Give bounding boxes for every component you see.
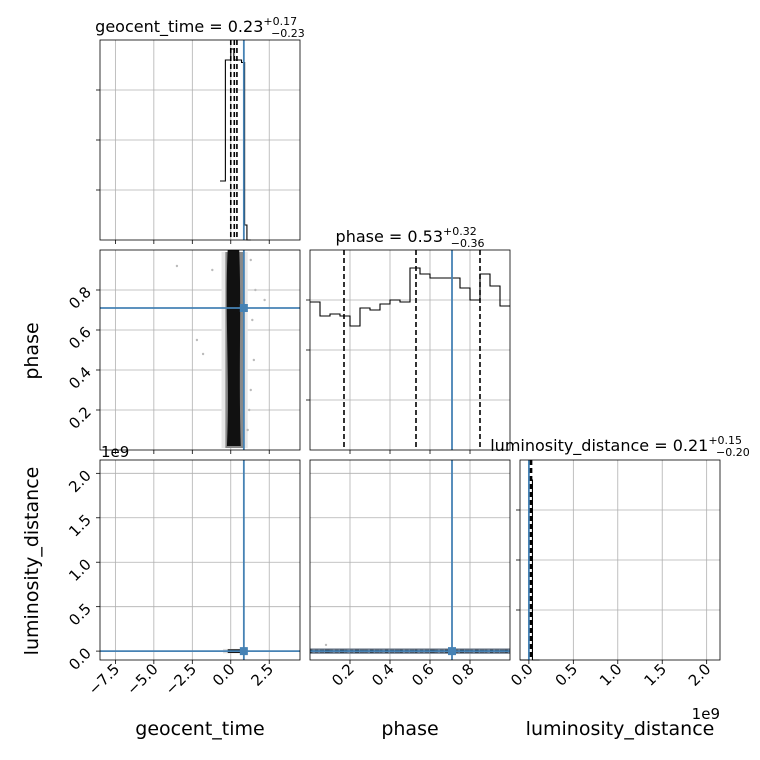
xtick-phase: 0.8	[448, 660, 478, 690]
xtick-luminosity-distance: 0.5	[552, 660, 582, 690]
panel-frame	[309, 459, 511, 661]
title-geocent-time: geocent_time = 0.23+0.17 −0.23	[95, 15, 305, 40]
sample-point	[249, 258, 252, 262]
ytick-luminosity-distance: 0.5	[65, 600, 95, 630]
density-regions	[175, 250, 510, 654]
truth-marker	[239, 304, 248, 312]
xtick-phase: 0.2	[328, 660, 358, 690]
ylabel-luminosity-distance: luminosity_distance	[21, 467, 43, 656]
sample-point	[254, 288, 257, 292]
panel-frames	[96, 39, 721, 664]
ytick-phase: 0.6	[65, 323, 95, 353]
sample-point	[324, 643, 328, 647]
xtick-phase: 0.4	[368, 660, 398, 690]
sample-point	[249, 388, 252, 392]
xlabel-phase: phase	[381, 718, 438, 740]
sample-point	[263, 298, 266, 302]
sample-point	[195, 338, 199, 342]
ytick-phase: 0.2	[65, 403, 95, 433]
xtick-luminosity-distance: 2.0	[685, 660, 715, 690]
hist-phase	[310, 267, 510, 327]
title-luminosity-distance: luminosity_distance = 0.21+0.15 −0.20	[490, 434, 750, 459]
xtick-phase: 0.6	[408, 660, 438, 690]
truth-lines	[100, 40, 530, 660]
xlabel-luminosity-distance: luminosity_distance	[526, 718, 715, 740]
xtick-geocent-time: 2.5	[247, 660, 277, 690]
grid-lines	[100, 40, 720, 660]
ylabel-phase: phase	[21, 322, 43, 379]
sample-point	[175, 264, 179, 268]
xtick-luminosity-distance: 0.0	[507, 660, 537, 690]
ytick-luminosity-distance: 2.0	[65, 466, 95, 496]
sample-point	[252, 358, 256, 362]
sample-point	[246, 428, 249, 432]
sample-point	[251, 318, 254, 322]
truth-marker	[448, 647, 456, 656]
truth-marker	[239, 647, 248, 656]
density-core	[226, 250, 241, 446]
xtick-geocent-time: 0.0	[209, 660, 239, 690]
xtick-geocent-time: −5.0	[123, 660, 161, 698]
xtick-luminosity-distance: 1.0	[596, 660, 626, 690]
title-phase: phase = 0.53+0.32 −0.36	[336, 225, 485, 250]
ytick-luminosity-distance: 0.0	[65, 644, 95, 674]
offset-text-y: 1e9	[101, 443, 129, 461]
xtick-luminosity-distance: 1.5	[640, 660, 670, 690]
offset-text-x: 1e9	[692, 705, 720, 723]
sample-point	[248, 408, 251, 412]
xtick-geocent-time: −7.5	[85, 660, 123, 698]
sample-point	[201, 352, 205, 356]
ytick-luminosity-distance: 1.0	[65, 555, 95, 585]
ytick-luminosity-distance: 1.5	[65, 511, 95, 541]
xlabel-geocent-time: geocent_time	[135, 718, 264, 740]
sample-point	[211, 268, 214, 272]
panel-frame	[99, 249, 301, 451]
ytick-phase: 0.8	[65, 283, 95, 313]
xtick-geocent-time: −2.5	[162, 660, 200, 698]
ytick-phase: 0.4	[65, 363, 95, 393]
hist-geocent_time	[220, 48, 251, 241]
panel-frame	[99, 459, 301, 661]
